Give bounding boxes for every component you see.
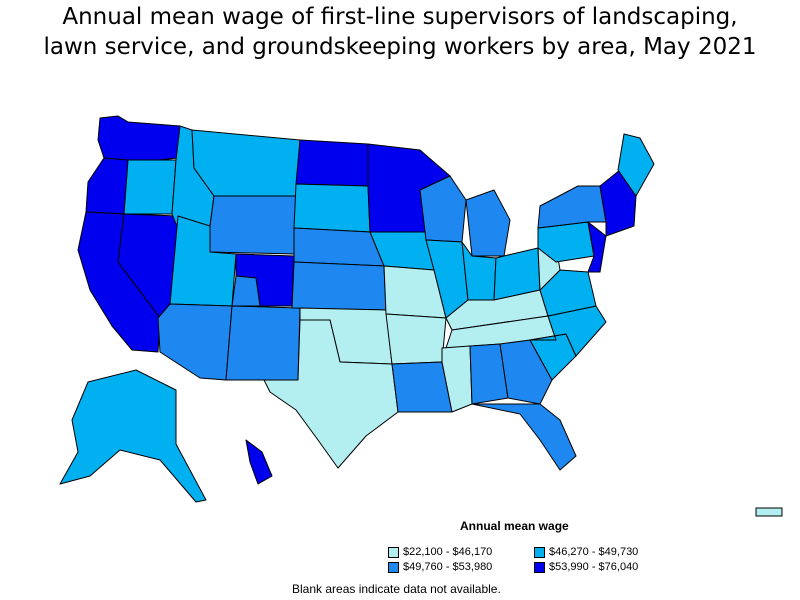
region-new-york	[537, 185, 607, 229]
legend-item-1: $22,100 - $46,170	[388, 545, 492, 560]
region-washington	[97, 115, 181, 163]
region-texas	[263, 319, 399, 469]
region-north-dakota	[295, 139, 369, 187]
region-north-carolina	[529, 305, 607, 357]
region-arkansas	[385, 313, 447, 365]
title-line-1: Annual mean wage of first-line superviso…	[62, 4, 738, 30]
island-puerto-rico	[755, 507, 783, 517]
blank-areas-note: Blank areas indicate data not available.	[292, 582, 501, 596]
region-georgia	[499, 339, 553, 405]
legend-item-2: $46,270 - $49,730	[534, 545, 638, 560]
legend-title: Annual mean wage	[460, 519, 569, 533]
region-wyoming	[209, 195, 297, 255]
title-line-2: lawn service, and groundskeeping workers…	[43, 34, 757, 60]
region-mississippi	[441, 345, 473, 413]
legend-label-4: $53,990 - $76,040	[549, 561, 639, 573]
region-maine	[617, 133, 655, 197]
legend-label-1: $22,100 - $46,170	[403, 546, 493, 558]
region-colorado-west	[231, 275, 261, 307]
region-oregon-coast	[85, 157, 129, 215]
region-oregon-east	[123, 159, 177, 215]
region-florida	[471, 403, 577, 471]
region-montana	[191, 129, 301, 197]
legend-swatch-3	[388, 562, 399, 573]
region-michigan	[465, 189, 511, 257]
region-arizona	[157, 303, 233, 381]
legend-label-3: $49,760 - $53,980	[403, 561, 493, 573]
region-south-dakota	[293, 183, 371, 233]
legend-swatch-1	[388, 547, 399, 558]
region-mid-atlantic-coast	[587, 221, 607, 273]
region-alaska	[59, 369, 207, 503]
region-kansas	[291, 261, 387, 311]
legend-item-4: $53,990 - $76,040	[534, 560, 638, 575]
region-hawaii	[245, 439, 273, 485]
legend-item-3: $49,760 - $53,980	[388, 560, 492, 575]
map-title: Annual mean wage of first-line superviso…	[0, 2, 800, 62]
legend-swatch-4	[534, 562, 545, 573]
region-new-mexico	[225, 305, 301, 381]
legend-swatch-2	[534, 547, 545, 558]
legend-label-2: $46,270 - $49,730	[549, 546, 639, 558]
region-wisconsin	[419, 175, 467, 243]
